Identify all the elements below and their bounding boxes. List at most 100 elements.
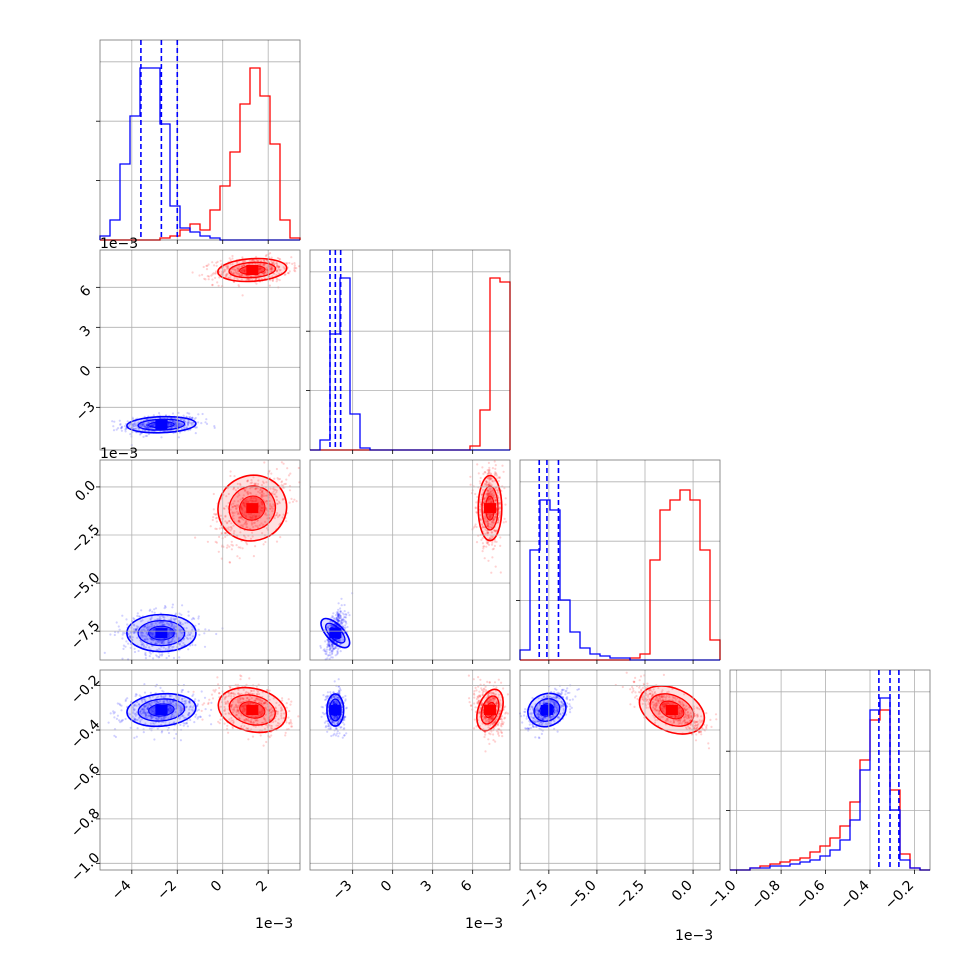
scatter-point	[128, 424, 131, 427]
scatter-point	[229, 470, 232, 473]
scatter-point	[504, 497, 507, 500]
scatter-point	[189, 718, 192, 722]
scatter-point	[289, 719, 292, 722]
scatter-point	[190, 618, 194, 621]
scatter-point	[174, 423, 177, 426]
scatter-point	[275, 540, 279, 543]
scatter-point	[339, 607, 342, 610]
scatter-point	[284, 734, 287, 737]
scatter-point	[265, 689, 269, 692]
scatter-point	[194, 432, 197, 435]
scatter-point	[178, 612, 181, 615]
scatter-point	[203, 632, 206, 635]
scatter-point	[344, 620, 348, 624]
scatter-point	[486, 469, 489, 472]
scatter-point	[194, 715, 197, 718]
scatter-point	[159, 686, 162, 690]
scatter-point	[295, 267, 298, 270]
scatter-point	[136, 727, 139, 730]
scatter-point	[330, 616, 333, 619]
scatter-point	[290, 256, 293, 259]
scatter-point	[113, 716, 116, 719]
scatter-point	[125, 427, 128, 430]
scatter-point	[288, 270, 291, 273]
scatter-point	[206, 264, 209, 267]
scatter-point	[255, 255, 258, 258]
scatter-point	[144, 434, 147, 438]
scatter-point	[330, 643, 333, 646]
scatter-point	[153, 738, 156, 741]
scatter-point	[207, 275, 211, 278]
scatter-point	[481, 466, 484, 469]
density-contours	[217, 474, 288, 542]
scatter-point	[240, 675, 243, 678]
scatter-point	[473, 690, 476, 693]
scatter-point	[142, 731, 145, 734]
scatter-point	[215, 541, 218, 544]
scatter-point	[219, 718, 222, 721]
scatter-point	[187, 419, 190, 422]
scatter-point	[217, 284, 220, 287]
scatter-point	[343, 723, 346, 726]
scatter-point	[213, 264, 216, 267]
scatter-point	[167, 726, 170, 729]
scatter-points-layer	[103, 252, 718, 753]
scatter-point	[297, 715, 300, 718]
scatter-point	[120, 709, 123, 712]
scatter-point	[285, 478, 288, 481]
scatter-point	[337, 735, 340, 738]
scatter-point	[121, 614, 124, 617]
scatter-point	[151, 424, 155, 427]
scatter-point	[479, 482, 482, 485]
scatter-point	[103, 651, 106, 655]
scatter-point	[179, 423, 183, 426]
scatter-point	[170, 419, 173, 422]
scatter-point	[469, 475, 472, 478]
scatter-point	[482, 472, 485, 475]
scatter-point	[488, 543, 491, 547]
scatter-point	[194, 426, 197, 429]
scatter-point	[141, 425, 144, 428]
scatter-point	[223, 268, 226, 271]
scatter-point	[286, 467, 289, 470]
scatter-point	[502, 470, 505, 473]
scatter-point	[180, 613, 183, 616]
scatter-point	[486, 541, 489, 544]
scatter-point	[120, 426, 123, 429]
scatter-point	[186, 411, 189, 415]
scatter-point	[183, 418, 186, 422]
scatter-point	[135, 427, 138, 430]
scatter-point	[171, 419, 174, 423]
scatter-point	[123, 632, 126, 635]
scatter-point	[334, 654, 337, 657]
scatter-point	[275, 280, 278, 283]
scatter-point	[134, 423, 137, 426]
scatter-point	[240, 278, 243, 281]
scatter-point	[191, 421, 194, 424]
scatter-point	[171, 412, 175, 415]
scatter-point	[500, 720, 504, 723]
scatter-point	[187, 610, 190, 613]
scatter-point	[484, 733, 487, 736]
scatter-point	[200, 709, 203, 713]
scatter-point	[334, 645, 337, 648]
scatter-point	[198, 274, 201, 277]
scatter-point	[147, 433, 150, 436]
scatter-point	[502, 687, 505, 690]
scatter-point	[241, 547, 244, 550]
scatter-point	[167, 423, 170, 426]
scatter-point	[476, 463, 479, 466]
scatter-point	[218, 527, 221, 530]
scatter-point	[136, 614, 139, 618]
scatter-point	[247, 738, 250, 741]
scatter-point	[340, 597, 343, 600]
scatter-point	[226, 724, 229, 727]
scatter-point	[107, 721, 110, 724]
scatter-point	[326, 646, 329, 649]
scatter-point	[144, 657, 147, 660]
scatter-point	[141, 429, 144, 432]
scatter-point	[181, 418, 184, 421]
scatter-point	[156, 727, 159, 730]
scatter-point	[126, 420, 129, 423]
scatter-point	[499, 571, 502, 574]
